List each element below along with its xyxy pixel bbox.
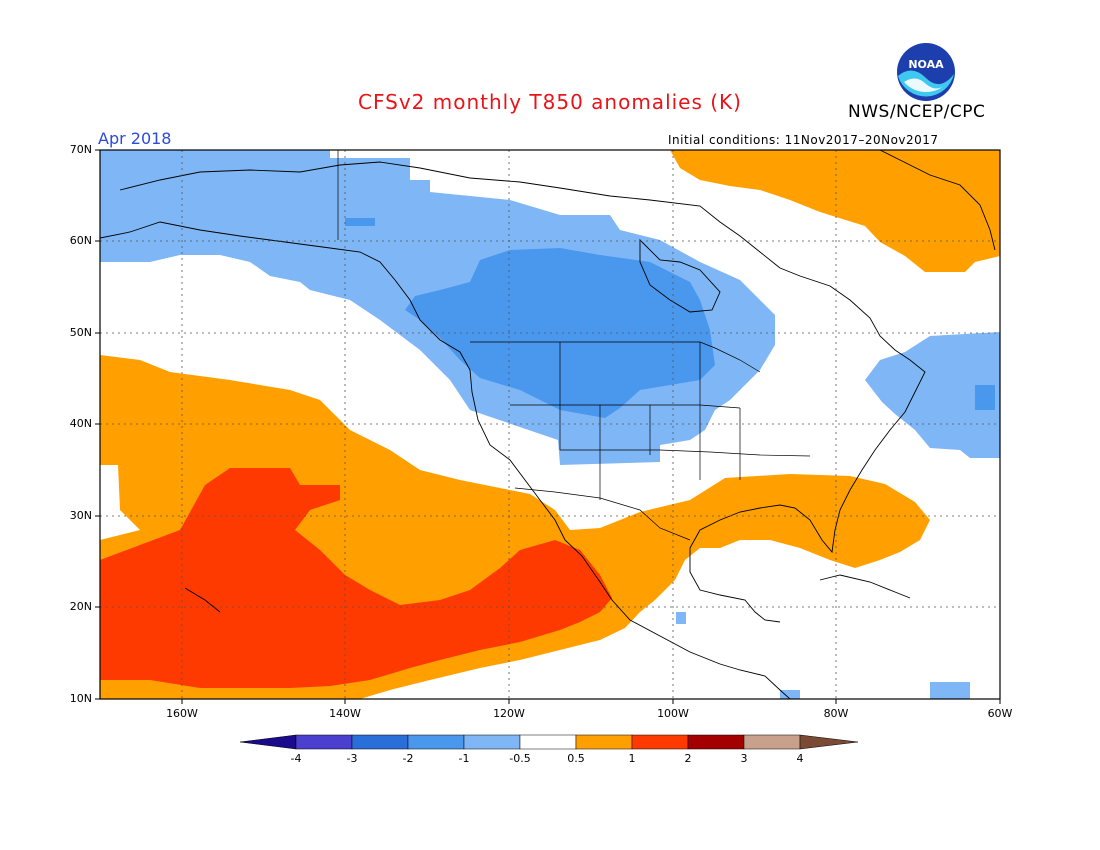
- lon-label-80w: 80W: [823, 707, 849, 720]
- anomaly-region-blue-core: [345, 218, 375, 226]
- colorbar-segment-m1-m05: [463, 734, 521, 750]
- lon-label-120w: 120W: [493, 707, 525, 720]
- lon-label-160w: 160W: [166, 707, 198, 720]
- colorbar-segment-gt-4: [799, 734, 859, 750]
- colorbar-label-3: 3: [740, 752, 748, 765]
- lat-label-20n: 20N: [69, 600, 92, 613]
- colorbar-segment-1-2: [631, 734, 689, 750]
- axis-ticks: [95, 149, 1001, 704]
- colorbar-label-m05: -0.5: [509, 752, 531, 765]
- colorbar-label-m1: -1: [458, 752, 470, 765]
- lat-label-60n: 60N: [69, 234, 92, 247]
- lon-label-140w: 140W: [329, 707, 361, 720]
- colorbar: [239, 734, 859, 750]
- noaa-logo-icon: NOAA: [896, 42, 956, 102]
- lat-label-40n: 40N: [69, 417, 92, 430]
- initial-conditions: Initial conditions: 11Nov2017–20Nov2017: [668, 133, 939, 147]
- anomaly-region-red-pacific: [100, 468, 612, 688]
- lat-label-30n: 30N: [69, 509, 92, 522]
- colorbar-segment-2-3: [687, 734, 745, 750]
- anomaly-region-light-blue-east: [865, 332, 1000, 458]
- colorbar-label-m4: -4: [290, 752, 302, 765]
- colorbar-segment-neutral: [519, 734, 577, 750]
- colorbar-label-05: 0.5: [567, 752, 585, 765]
- forecast-month: Apr 2018: [98, 129, 172, 148]
- colorbar-segment-3-4: [743, 734, 801, 750]
- colorbar-label-m2: -2: [402, 752, 414, 765]
- gridlines: [100, 150, 1000, 699]
- colorbar-segment-05-1: [575, 734, 633, 750]
- colorbar-segment-m2-m1: [407, 734, 465, 750]
- lat-label-50n: 50N: [69, 326, 92, 339]
- colorbar-label-2: 2: [684, 752, 692, 765]
- colorbar-label-4: 4: [796, 752, 804, 765]
- lat-label-70n: 70N: [69, 143, 92, 156]
- noaa-logo-text: NOAA: [908, 58, 944, 71]
- anomaly-region-blue-main: [405, 248, 715, 418]
- anomaly-field: [100, 150, 1000, 699]
- lat-label-10n: 10N: [69, 692, 92, 705]
- agency-label: NWS/NCEP/CPC: [848, 102, 986, 122]
- colorbar-segment-m4-m3: [295, 734, 353, 750]
- anomaly-region-orange-northeast: [670, 150, 1000, 272]
- chart-title: CFSv2 monthly T850 anomalies (K): [358, 90, 742, 114]
- coastlines: [100, 150, 996, 699]
- political-borders: [337, 150, 811, 541]
- colorbar-segment-lt-4: [239, 734, 297, 750]
- colorbar-label-m3: -3: [346, 752, 358, 765]
- lon-label-100w: 100W: [657, 707, 689, 720]
- lon-label-60w: 60W: [987, 707, 1013, 720]
- colorbar-label-1: 1: [628, 752, 636, 765]
- colorbar-segment-m3-m2: [351, 734, 409, 750]
